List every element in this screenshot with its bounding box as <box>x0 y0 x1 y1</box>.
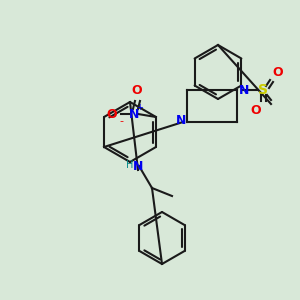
Text: N: N <box>129 107 139 121</box>
Text: +: + <box>136 103 143 112</box>
Text: H: H <box>126 160 134 170</box>
Text: O: O <box>132 85 142 98</box>
Text: N: N <box>133 160 143 172</box>
Text: N: N <box>176 113 186 127</box>
Text: O: O <box>273 67 283 80</box>
Text: O: O <box>251 104 261 118</box>
Text: S: S <box>258 83 268 97</box>
Text: O: O <box>107 107 117 121</box>
Text: -: - <box>119 116 123 126</box>
Text: N: N <box>239 83 249 97</box>
